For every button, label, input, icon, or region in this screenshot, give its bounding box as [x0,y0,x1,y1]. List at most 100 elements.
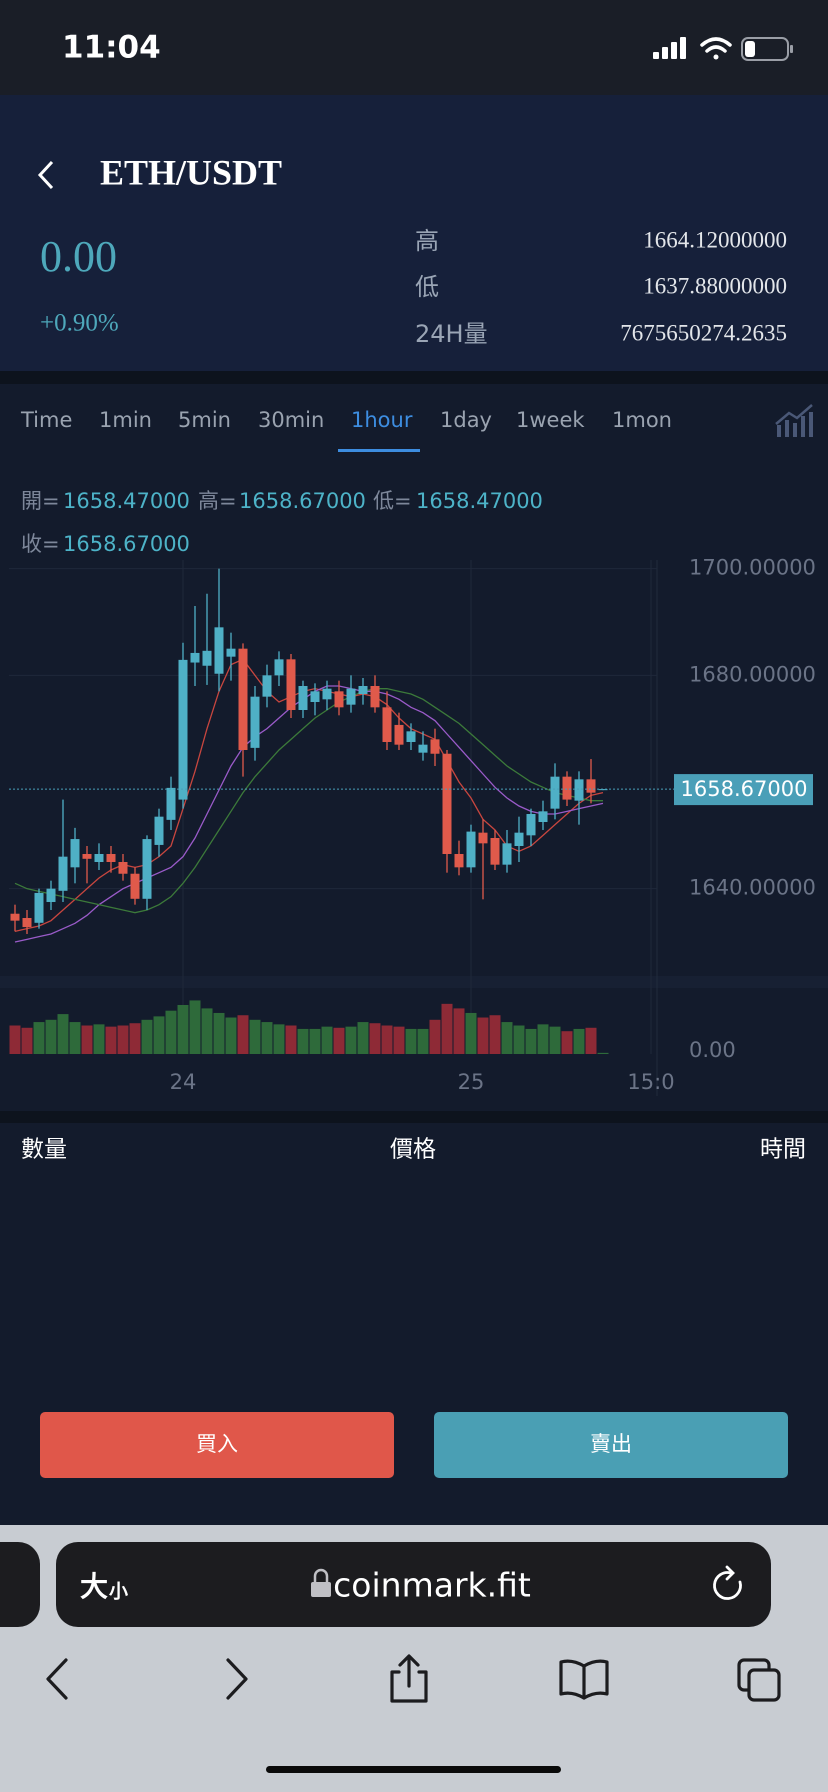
volume-bar [57,1014,69,1054]
candle-body [34,892,44,923]
candle-body [382,707,392,742]
volume-bar [369,1023,381,1054]
address-bar[interactable] [56,1542,771,1627]
interval-tab[interactable]: Time [20,408,72,432]
indicator-icon[interactable] [775,404,813,437]
candle-body [310,691,320,702]
candle-body [574,779,584,801]
reload-icon[interactable] [713,1565,742,1600]
volume-bar [489,1015,501,1054]
ohlc-value: 1658.47000 [63,489,190,513]
volume-bar [381,1025,393,1054]
candle-body [442,753,452,854]
volume-bar [441,1003,453,1054]
candle-body [94,854,104,862]
volume-bar [285,1025,297,1054]
volume-bar [129,1023,141,1054]
volume-bar [33,1022,45,1054]
volume-bar [585,1027,597,1054]
candle-body [454,854,464,868]
candle-body [430,739,440,754]
nav-forward[interactable] [226,1658,248,1700]
candle-body [10,913,20,921]
tab-preview[interactable] [0,1542,40,1627]
ohlc-label: 高= [198,489,237,513]
volume-bar [573,1028,585,1054]
volume-bar [201,1008,213,1054]
candle-body [106,854,116,862]
candle-body [250,696,260,748]
volume-bar [345,1026,357,1054]
buy-button[interactable] [40,1412,394,1478]
volume-bar [417,1028,429,1054]
back-button[interactable] [37,160,54,190]
x-tick-label: 15:0 [627,1070,674,1094]
interval-tab[interactable]: 1hour [351,408,413,432]
volume-bar [429,1019,441,1054]
candle-body [562,776,572,800]
url[interactable]: coinmark.fit [333,1566,531,1605]
candle-body [142,839,152,899]
last-price-box [674,774,813,806]
candle-body [502,843,512,865]
candle-body [118,862,128,874]
candle-body [46,888,56,902]
tabs-icon[interactable] [737,1658,781,1702]
volume-bar [165,1010,177,1054]
candle-body [466,831,476,868]
candle-body [166,787,176,820]
header-bg [0,95,828,371]
candle-body [178,659,188,800]
ohlc-value: 1658.67000 [63,532,190,556]
ohlc-label: 開= [21,489,60,513]
interval-tab[interactable]: 30min [258,408,324,432]
volume-bar [153,1016,165,1054]
nav-back[interactable] [46,1658,68,1700]
candle-body [598,789,608,791]
volume-bar [21,1027,33,1054]
candle-body [334,691,344,708]
battery-icon [741,37,793,61]
stat-label: 低 [415,273,439,301]
buy-label[interactable]: 買入 [196,1432,238,1456]
volume-bar [477,1017,489,1054]
candle-body [22,918,32,928]
volume-bar [501,1022,513,1054]
bookmarks-icon[interactable] [559,1659,609,1700]
interval-tab[interactable]: 5min [178,408,231,432]
volume-bar [597,1052,609,1054]
volume-bar [249,1019,261,1054]
interval-tab[interactable]: 1min [99,408,152,432]
candle-body [490,838,500,865]
text-size-big[interactable]: 大 [80,1570,108,1603]
candle-body [514,832,524,846]
stat-label: 高 [415,227,439,255]
last-price: 0.00 [40,232,117,281]
candle-body [418,744,428,753]
candle-body [58,856,68,891]
candle-body [130,873,140,899]
candle-body [274,659,284,676]
volume-bar [237,1015,249,1054]
volume-separator [0,976,828,988]
ohlc-label: 低= [373,489,412,513]
y-tick-label: 1640.00000 [689,876,816,900]
interval-tab[interactable]: 1mon [612,408,672,432]
volume-bar [405,1028,417,1054]
text-size-small[interactable]: 小 [109,1581,128,1603]
sell-label[interactable]: 賣出 [590,1432,632,1456]
volume-bar [297,1028,309,1054]
share-icon[interactable] [390,1654,428,1703]
stat-value: 7675650274.2635 [620,320,787,345]
sell-button[interactable] [434,1412,788,1478]
interval-tab[interactable]: 1week [516,408,585,432]
volume-bar [69,1022,81,1054]
volume-bar [513,1025,525,1054]
interval-tab[interactable]: 1day [440,408,492,432]
candle-body [358,686,368,694]
volume-bar [357,1022,369,1054]
candle-body [394,724,404,745]
ma-line [14,685,604,943]
volume-bar [213,1012,225,1054]
volume-bar [189,1000,201,1054]
